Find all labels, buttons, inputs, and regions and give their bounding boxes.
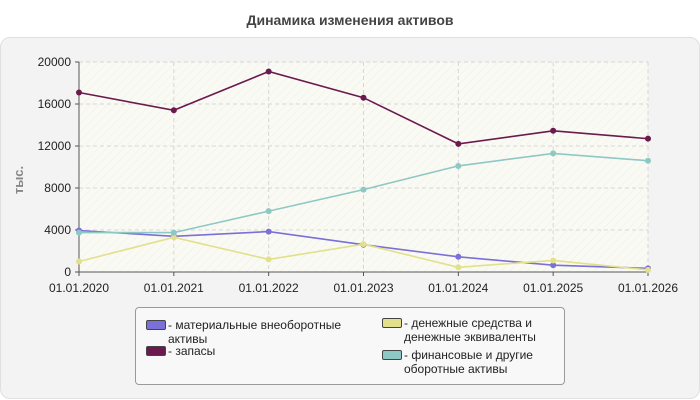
x-tick-label: 01.01.2021 — [144, 281, 204, 295]
x-tick-label: 01.01.2020 — [49, 281, 109, 295]
data-point-2 — [170, 234, 177, 241]
axes — [75, 61, 649, 276]
legend-label-inventory: - запасы — [168, 344, 216, 358]
legend: - материальные внеоборотные активы - зап… — [135, 307, 565, 385]
data-point-3 — [265, 208, 272, 215]
data-point-3 — [645, 157, 651, 164]
data-point-3 — [170, 229, 177, 236]
x-tick-label: 01.01.2026 — [618, 281, 678, 295]
series-group — [76, 68, 651, 273]
y-tick-label: 12000 — [38, 139, 72, 153]
y-axis-label: тыс. — [11, 166, 26, 194]
data-point-0 — [550, 262, 557, 269]
data-point-3 — [550, 150, 557, 157]
data-point-1 — [170, 107, 177, 114]
data-point-3 — [455, 162, 462, 169]
legend-swatch-inventory — [146, 346, 166, 356]
data-point-3 — [360, 186, 367, 193]
y-tick-label: 0 — [64, 265, 71, 279]
legend-label-cash: - денежные средства и денежные эквивален… — [404, 316, 536, 344]
data-point-2 — [645, 266, 651, 273]
data-point-0 — [455, 253, 462, 260]
data-point-1 — [76, 89, 82, 96]
legend-swatch-financial — [382, 350, 402, 360]
data-point-1 — [455, 140, 462, 147]
data-point-3 — [76, 229, 82, 236]
x-tick-label: 01.01.2022 — [239, 281, 299, 295]
y-tick-label: 16000 — [38, 97, 72, 111]
y-tick-label: 4000 — [44, 223, 71, 237]
data-point-2 — [455, 264, 462, 271]
y-tick-label: 20000 — [38, 55, 72, 69]
y-tick-label: 8000 — [44, 181, 71, 195]
chart-title: Динамика изменения активов — [246, 12, 454, 28]
data-point-2 — [550, 257, 557, 264]
legend-swatch-cash — [382, 318, 402, 328]
x-tick-label: 01.01.2024 — [428, 281, 488, 295]
data-point-1 — [550, 127, 557, 134]
data-point-1 — [265, 68, 272, 75]
x-tick-label: 01.01.2023 — [333, 281, 393, 295]
legend-swatch-material — [146, 320, 166, 330]
data-point-2 — [76, 258, 82, 265]
data-point-1 — [645, 135, 651, 142]
data-point-2 — [360, 241, 367, 248]
data-point-0 — [265, 228, 272, 235]
x-tick-label: 01.01.2025 — [523, 281, 583, 295]
legend-label-material: - материальные внеоборотные активы — [168, 318, 341, 346]
y-axis-label-wrap: тыс. — [11, 166, 26, 194]
tick-labels: 0 4000 8000 12000 16000 20000 01.01.2020 01.01.… — [38, 55, 679, 295]
legend-label-financial: - финансовые и другие оборотные активы — [404, 348, 533, 376]
data-point-1 — [360, 94, 367, 101]
data-point-2 — [265, 256, 272, 263]
